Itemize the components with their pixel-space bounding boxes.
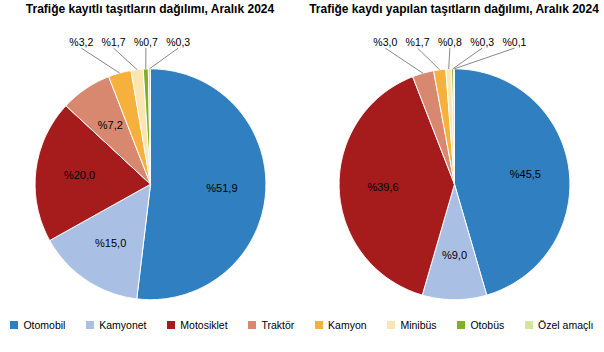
html-text:Trafiğe kayıtlı taşıtların dağ: Trafiğe kayıtlı taşıtların dağılımı, Ara… (25, 2, 275, 16)
svg-text:%39,6: %39,6 (367, 181, 398, 193)
svg-text:%0,1: %0,1 (503, 36, 527, 48)
html-text:Kamyon: Kamyon (328, 319, 367, 331)
svg-text:%0,3: %0,3 (470, 36, 494, 48)
svg-text:%1,7: %1,7 (406, 36, 430, 48)
html-text:Trafiğe kaydı yapılan taşıtlar: Trafiğe kaydı yapılan taşıtların dağılım… (309, 2, 599, 16)
html-text:Motosiklet: Motosiklet (180, 319, 228, 331)
svg-text:%0,8: %0,8 (438, 36, 462, 48)
svg-text:%20,0: %20,0 (64, 169, 95, 181)
svg-text:%7,2: %7,2 (98, 119, 123, 131)
html-text:Özel amaçlı: Özel amaçlı (538, 319, 594, 331)
svg-text:%51,9: %51,9 (206, 182, 237, 194)
svg-text:%9,0: %9,0 (442, 249, 467, 261)
svg-text:%0,7: %0,7 (134, 36, 158, 48)
html-text:Minibüs: Minibüs (400, 319, 437, 331)
html-text:Traktör: Traktör (261, 319, 295, 331)
svg-text:%3,2: %3,2 (69, 36, 93, 48)
svg-text:%0,3: %0,3 (166, 36, 190, 48)
html-text:Otomobil: Otomobil (23, 319, 66, 331)
html-text:Otobüs: Otobüs (470, 319, 505, 331)
svg-text:%1,7: %1,7 (102, 36, 126, 48)
svg-text:%15,0: %15,0 (95, 237, 126, 249)
svg-text:%45,5: %45,5 (510, 168, 541, 180)
svg-text:%3,0: %3,0 (373, 36, 397, 48)
html-text:Kamyonet: Kamyonet (99, 319, 147, 331)
